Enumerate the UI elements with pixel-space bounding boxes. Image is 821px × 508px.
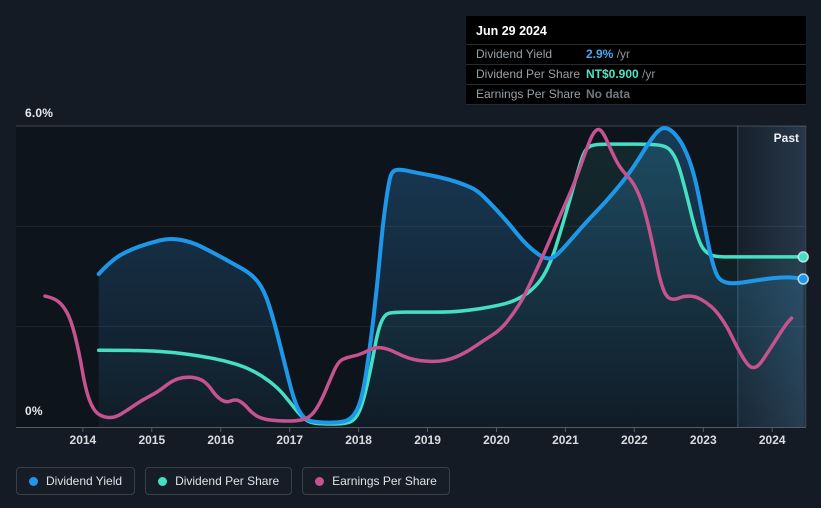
tooltip-label: Dividend Yield: [476, 47, 553, 61]
x-axis-label: 2017: [276, 433, 303, 447]
y-axis-label-min: 0%: [25, 404, 43, 418]
series-color-dot: [29, 476, 38, 486]
dividend-yield-line: [96, 126, 806, 425]
dividend-per-share-line: [96, 142, 805, 426]
tooltip-label: Earnings Per Share: [476, 87, 581, 101]
tooltip-row-dividend-yield: Dividend Yield 2.9% /yr: [466, 44, 806, 64]
tooltip-value: NT$0.900 /yr: [586, 67, 656, 81]
x-axis-label: 2023: [690, 433, 717, 447]
y-axis-label-max: 6.0%: [25, 106, 54, 120]
legend-item-dividend-per-share[interactable]: Dividend Per Share: [145, 467, 293, 495]
tooltip-value: No data: [586, 87, 631, 101]
tooltip-value: 2.9% /yr: [586, 47, 631, 61]
series-color-dot: [158, 476, 168, 486]
earnings-per-share-line: [43, 127, 794, 423]
legend-item-dividend-yield[interactable]: Dividend Yield: [16, 467, 136, 495]
chart-tooltip: Jun 29 2024 Dividend Yield 2.9% /yr Divi…: [466, 16, 806, 105]
tooltip-row-dividend-per-share: Dividend Per Share NT$0.900 /yr: [466, 64, 806, 84]
x-axis-label: 2016: [207, 433, 234, 447]
x-axis-label: 2024: [759, 433, 786, 447]
legend-item-earnings-per-share[interactable]: Earnings Per Share: [302, 467, 450, 495]
legend-item-label: Dividend Per Share: [175, 474, 280, 488]
series-color-dot: [315, 476, 325, 486]
past-region-label: Past: [773, 131, 799, 145]
dividend-per-share-area: [98, 144, 804, 427]
x-axis-label: 2015: [138, 433, 165, 447]
x-axis-label: 2018: [345, 433, 372, 447]
legend-item-label: Earnings Per Share: [332, 474, 437, 488]
dividend-per-share-end-marker: [797, 251, 809, 263]
tooltip-date: Jun 29 2024: [476, 24, 547, 38]
x-axis-label: 2019: [414, 433, 441, 447]
tooltip-row-earnings-per-share: Earnings Per Share No data: [466, 84, 806, 105]
x-axis-label: 2022: [621, 433, 648, 447]
x-axis-label: 2014: [70, 433, 97, 447]
legend-item-label: Dividend Yield: [46, 474, 123, 488]
dividend-yield-end-marker: [797, 273, 809, 285]
tooltip-label: Dividend Per Share: [476, 67, 581, 81]
x-axis-label: 2020: [483, 433, 510, 447]
x-axis-label: 2021: [552, 433, 579, 447]
chart-legend: Dividend Yield Dividend Per Share Earnin…: [16, 467, 450, 495]
